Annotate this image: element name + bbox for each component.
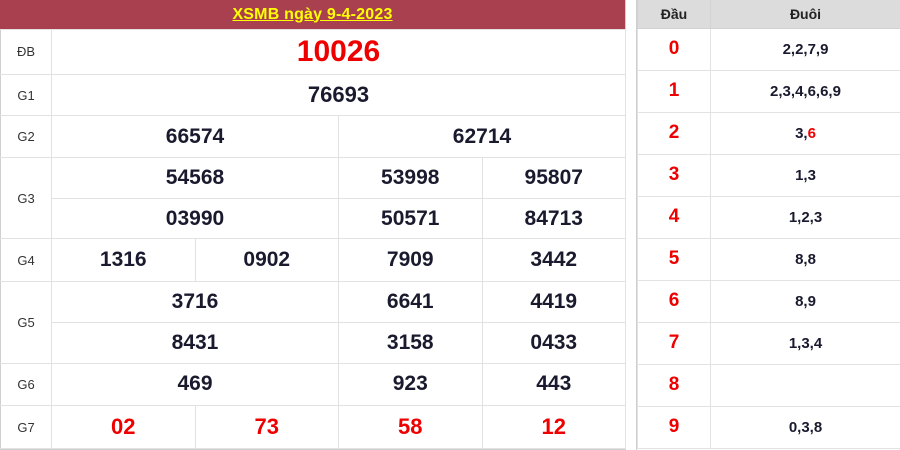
table-row: 7 1,3,4 — [637, 321, 900, 365]
prize-value-g2-0: 66574 — [51, 115, 339, 159]
prize-value-g2-1: 62714 — [338, 115, 626, 159]
head-tail-body: 0 2,2,7,9 1 2,3,4,6,6,9 2 3,6 3 1,3 4 — [637, 27, 900, 449]
head-digit-6: 6 — [637, 279, 711, 323]
panel-gap — [626, 0, 636, 450]
tail-digits-5: 8,8 — [710, 237, 900, 281]
tail-text: 2,2,7,9 — [782, 40, 829, 58]
head-tail-table: Đầu Đuôi 0 2,2,7,9 1 2,3,4,6,6,9 2 3,6 — [637, 0, 900, 449]
prize-label-db: ĐB — [0, 29, 52, 75]
table-row: 8 — [637, 363, 900, 407]
prize-value-g3-1: 53998 — [338, 157, 483, 199]
prize-value-g7-0: 02 — [51, 405, 196, 449]
prize-value-g5-5: 0433 — [481, 321, 626, 364]
table-row: 1 2,3,4,6,6,9 — [637, 69, 900, 113]
head-digit-2: 2 — [637, 111, 711, 155]
tail-digits-4: 1,2,3 — [710, 195, 900, 239]
table-row: 03990 50571 84713 — [1, 197, 626, 240]
prize-value-g7-1: 73 — [194, 405, 339, 449]
table-row: 6 8,9 — [637, 279, 900, 323]
tail-digits-8 — [710, 363, 900, 407]
table-row: 8431 3158 0433 — [1, 321, 626, 364]
prize-value-g7-3: 12 — [481, 405, 626, 449]
prize-value-g6-0: 469 — [51, 362, 339, 407]
prize-value-g5-3: 8431 — [51, 321, 339, 364]
prize-value-g3-3: 03990 — [51, 197, 339, 240]
prize-label-g2: G2 — [0, 115, 52, 159]
prize-label-g7: G7 — [0, 405, 52, 449]
prize-label-g6: G6 — [0, 362, 52, 407]
tail-digits-7: 1,3,4 — [710, 321, 900, 365]
prize-value-g5-0: 3716 — [51, 281, 339, 323]
table-row: 9 0,3,8 — [637, 405, 900, 449]
prize-value-g4-3: 3442 — [481, 238, 626, 283]
table-row: G3 54568 53998 95807 — [0, 157, 626, 240]
prize-value-g5-2: 4419 — [481, 281, 626, 323]
tail-digits-1: 2,3,4,6,6,9 — [710, 69, 900, 113]
table-row: G4 1316 0902 7909 3442 — [0, 238, 626, 283]
table-header-row: Đầu Đuôi — [637, 0, 900, 29]
prize-label-g3: G3 — [0, 157, 52, 240]
head-digit-0: 0 — [637, 27, 711, 71]
prize-value-g1-0: 76693 — [51, 73, 626, 117]
prize-label-g1: G1 — [0, 73, 52, 117]
tail-text-highlight: 6 — [807, 124, 816, 142]
prize-value-g6-1: 923 — [338, 362, 483, 407]
page-title: XSMB ngày 9-4-2023 — [232, 5, 393, 23]
head-tail-summary-panel: Đầu Đuôi 0 2,2,7,9 1 2,3,4,6,6,9 2 3,6 — [636, 0, 900, 450]
table-row: G1 76693 — [0, 73, 626, 117]
tail-text: 1,3 — [795, 166, 816, 184]
prize-value-g4-0: 1316 — [51, 238, 196, 283]
prize-value-g3-0: 54568 — [51, 157, 339, 199]
tail-digits-6: 8,9 — [710, 279, 900, 323]
tail-text: 8,8 — [795, 250, 816, 268]
prize-value-g6-2: 443 — [481, 362, 626, 407]
prize-label-g5: G5 — [0, 281, 52, 364]
table-row: 4 1,2,3 — [637, 195, 900, 239]
tail-text: 0,3,8 — [788, 418, 823, 436]
table-row: 5 8,8 — [637, 237, 900, 281]
tail-digits-9: 0,3,8 — [710, 405, 900, 449]
prize-value-db-0: 10026 — [51, 29, 626, 75]
tail-digits-0: 2,2,7,9 — [710, 27, 900, 71]
tail-text: 1,2,3 — [788, 208, 823, 226]
prize-value-g7-2: 58 — [338, 405, 483, 449]
head-digit-9: 9 — [637, 405, 711, 449]
table-row: G2 66574 62714 — [0, 115, 626, 159]
table-row: G5 3716 6641 4419 — [0, 281, 626, 364]
head-digit-1: 1 — [637, 69, 711, 113]
head-digit-7: 7 — [637, 321, 711, 365]
head-digit-8: 8 — [637, 363, 711, 407]
prize-value-g5-1: 6641 — [338, 281, 483, 323]
prize-value-g4-2: 7909 — [338, 238, 483, 283]
results-title-bar: XSMB ngày 9-4-2023 — [0, 0, 625, 29]
prize-value-g3-5: 84713 — [481, 197, 626, 240]
table-row: 3 1,3 — [637, 153, 900, 197]
prize-value-g5-4: 3158 — [338, 321, 483, 364]
main-results-panel: XSMB ngày 9-4-2023 ĐB 10026 G1 76693 G2 … — [0, 0, 626, 450]
tail-text: 2,3,4,6,6,9 — [770, 82, 841, 100]
prize-value-g3-2: 95807 — [481, 157, 626, 199]
tail-text: 1,3,4 — [788, 334, 823, 352]
prize-value-g4-1: 0902 — [194, 238, 339, 283]
head-digit-5: 5 — [637, 237, 711, 281]
head-digit-4: 4 — [637, 195, 711, 239]
tail-digits-2: 3,6 — [710, 111, 900, 155]
tail-digits-3: 1,3 — [710, 153, 900, 197]
table-row: 2 3,6 — [637, 111, 900, 155]
tail-text: 8,9 — [795, 292, 816, 310]
head-digit-3: 3 — [637, 153, 711, 197]
table-row: 0 2,2,7,9 — [637, 27, 900, 71]
prize-label-g4: G4 — [0, 238, 52, 283]
table-row: G6 469 923 443 — [0, 362, 626, 407]
prize-table: ĐB 10026 G1 76693 G2 66574 62714 G3 545 — [0, 29, 626, 449]
tail-text-plain: 3, — [795, 124, 808, 142]
table-row: G7 02 73 58 12 — [0, 405, 626, 449]
prize-value-g3-4: 50571 — [338, 197, 483, 240]
column-header-duoi: Đuôi — [710, 0, 900, 29]
table-row: ĐB 10026 — [0, 29, 626, 75]
column-header-dau: Đầu — [637, 0, 711, 29]
